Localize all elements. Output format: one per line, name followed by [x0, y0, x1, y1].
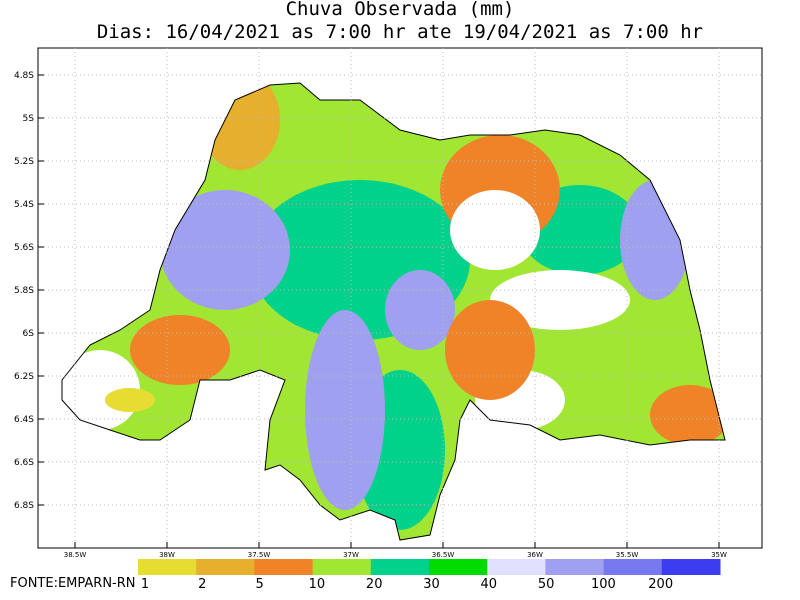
title-line: Chuva Observada (mm) [286, 0, 515, 20]
legend-label: 200 [648, 577, 673, 592]
lat-tick-label: 5.6S [14, 243, 34, 253]
legend-swatch [312, 559, 372, 575]
lon-tick-label: 37.5W [248, 551, 271, 559]
legend-swatch [603, 559, 663, 575]
lon-tick-label: 35W [711, 551, 727, 559]
legend-swatch [254, 559, 314, 575]
lon-tick-label: 35.5W [616, 551, 639, 559]
lat-tick-label: 6.6S [14, 458, 34, 468]
legend-swatch [545, 559, 605, 575]
legend-swatch [138, 559, 197, 575]
state-outline [61, 82, 726, 541]
legend-label: 20 [366, 577, 383, 592]
legend-label: 2 [198, 577, 206, 592]
lat-tick-label: 6S [23, 329, 35, 339]
lat-tick-label: 5.2S [14, 157, 34, 167]
lon-tick-label: 36W [527, 551, 543, 559]
source-note: FONTE:EMPARN-RN [10, 576, 136, 591]
lat-tick-label: 6.8S [14, 501, 34, 511]
lat-tick-label: 5.4S [14, 200, 34, 210]
lat-tick-label: 6.4S [14, 415, 34, 425]
legend-label: 50 [538, 577, 555, 592]
legend-swatch [661, 559, 721, 575]
lon-tick-label: 38.5W [64, 551, 87, 559]
legend-swatch [429, 559, 488, 575]
lat-tick-label: 5.8S [14, 286, 34, 296]
legend-label: 10 [309, 577, 326, 592]
legend-label: 40 [481, 577, 498, 592]
lon-tick-label: 38W [159, 551, 175, 559]
legend-swatch [487, 559, 546, 575]
subtitle-line: Dias: 16/04/2021 as 7:00 hr ate 19/04/20… [97, 21, 703, 43]
lon-tick-label: 36.5W [432, 551, 455, 559]
lat-tick-label: 4.8S [14, 71, 34, 81]
legend-label: 100 [591, 577, 616, 592]
legend-label: 1 [141, 577, 149, 592]
legend-label: 30 [423, 577, 440, 592]
lat-tick-label: 5S [23, 114, 35, 124]
legend-label: 5 [255, 577, 263, 592]
rain-field [62, 83, 725, 540]
lon-tick-label: 37W [343, 551, 359, 559]
legend-swatch [370, 559, 430, 575]
lat-tick-label: 6.2S [14, 372, 34, 382]
map-frame [37, 47, 763, 549]
legend-swatch [196, 559, 255, 575]
